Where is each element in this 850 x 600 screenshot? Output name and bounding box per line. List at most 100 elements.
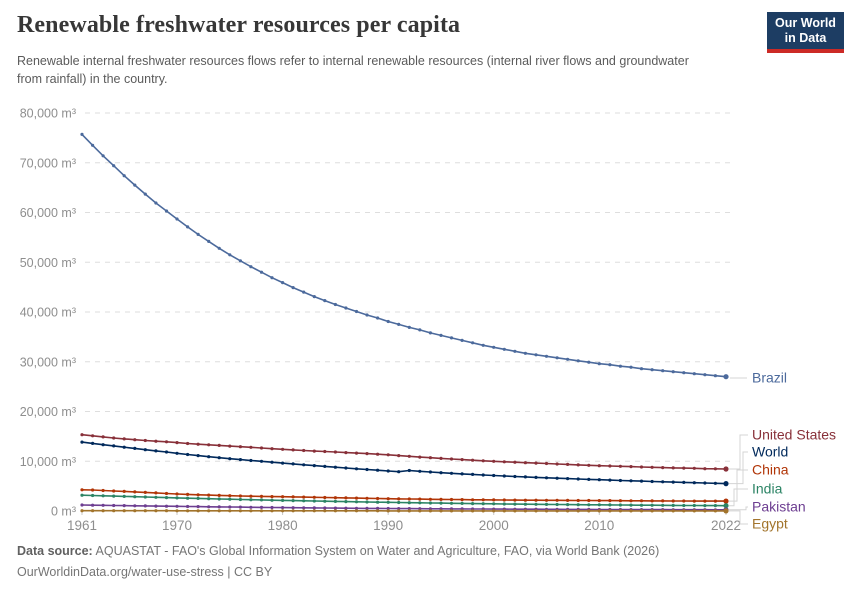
data-point [270, 505, 274, 510]
data-point [291, 509, 295, 513]
data-point [671, 499, 675, 503]
data-point [544, 509, 549, 513]
data-point [228, 505, 232, 509]
x-axis-label: 1970 [162, 518, 192, 533]
data-point [682, 503, 686, 508]
label-connector-line [729, 451, 748, 485]
data-point [661, 466, 665, 470]
series-label-world[interactable]: World [752, 444, 788, 460]
data-point [259, 459, 264, 463]
data-point [502, 347, 506, 351]
series-line-united-states[interactable] [81, 433, 727, 470]
data-point [566, 357, 570, 361]
series-brazil[interactable]: Brazil [80, 132, 787, 386]
data-point [597, 499, 601, 503]
series-label-egypt[interactable]: Egypt [752, 516, 788, 532]
series-egypt[interactable]: Egypt [80, 508, 788, 532]
data-point [196, 454, 200, 458]
data-point [639, 367, 644, 371]
data-point [122, 174, 126, 178]
data-point [534, 498, 538, 502]
data-point [566, 477, 570, 481]
data-point [481, 459, 485, 463]
data-point [143, 509, 147, 513]
data-point [354, 506, 359, 510]
data-point [323, 506, 327, 510]
data-point [259, 270, 264, 274]
data-point [650, 499, 654, 503]
logo-text-line2: in Data [784, 31, 827, 45]
label-connector-line [729, 434, 748, 470]
x-axis-label: 1990 [373, 518, 403, 533]
series-line-china[interactable] [81, 489, 726, 502]
data-point [80, 433, 84, 437]
data-point [281, 498, 285, 502]
data-point [555, 498, 559, 502]
series-line-brazil[interactable] [81, 133, 727, 378]
series-line-pakistan[interactable] [81, 504, 726, 511]
data-point [650, 368, 654, 372]
data-point [122, 504, 126, 508]
data-point [534, 475, 538, 479]
data-point [238, 259, 242, 263]
data-point [661, 369, 665, 373]
data-point [143, 448, 147, 452]
data-point [502, 498, 506, 502]
data-point [228, 457, 232, 461]
license-link[interactable]: OurWorldinData.org/water-use-stress | CC… [17, 565, 273, 580]
data-point [122, 437, 126, 441]
data-point [112, 444, 116, 448]
chart-subtitle: Renewable internal freshwater resources … [17, 54, 689, 87]
series-label-pakistan[interactable]: Pakistan [752, 499, 806, 515]
data-point [576, 477, 580, 481]
data-point [587, 503, 591, 507]
data-point [407, 509, 411, 513]
data-point [471, 509, 475, 513]
data-point [618, 478, 623, 483]
series-label-china[interactable]: China [752, 462, 789, 478]
data-point [175, 492, 179, 496]
data-point [91, 493, 95, 498]
data-point [692, 481, 696, 485]
data-point [270, 276, 274, 280]
y-axis-label: 0 m³ [51, 505, 76, 519]
owid-logo[interactable]: Our World in Data [767, 12, 844, 53]
data-point [270, 498, 274, 502]
data-point [312, 449, 316, 453]
data-point [397, 500, 401, 505]
series-label-united-states[interactable]: United States [752, 427, 836, 443]
data-point [175, 496, 179, 500]
data-point [196, 505, 200, 509]
data-point [682, 499, 686, 503]
data-point [439, 456, 443, 460]
data-point [249, 494, 253, 498]
series-china[interactable]: China [80, 462, 789, 504]
data-point [333, 496, 337, 500]
series-pakistan[interactable]: Pakistan [80, 499, 806, 515]
data-point [523, 475, 528, 479]
data-point [80, 493, 84, 497]
data-point [207, 239, 211, 243]
series-line-india[interactable] [81, 494, 727, 507]
data-point [133, 504, 137, 508]
series-united-states[interactable]: United States [80, 427, 836, 472]
data-point [502, 509, 506, 513]
data-point [302, 499, 306, 503]
series-world[interactable]: World [80, 440, 788, 487]
data-point [407, 507, 411, 511]
data-point [143, 495, 147, 499]
data-point [428, 456, 432, 460]
data-point [386, 319, 390, 324]
data-point [302, 509, 306, 513]
data-point [323, 449, 327, 454]
data-point [439, 501, 443, 505]
logo-text-line1: Our World [775, 16, 836, 30]
data-point [323, 499, 327, 503]
series-india[interactable]: India [80, 481, 783, 509]
series-line-world[interactable] [81, 441, 727, 485]
data-point [682, 509, 686, 513]
series-label-brazil[interactable]: Brazil [752, 370, 787, 386]
data-point [164, 496, 169, 500]
data-point [555, 476, 559, 480]
series-label-india[interactable]: India [752, 481, 783, 497]
